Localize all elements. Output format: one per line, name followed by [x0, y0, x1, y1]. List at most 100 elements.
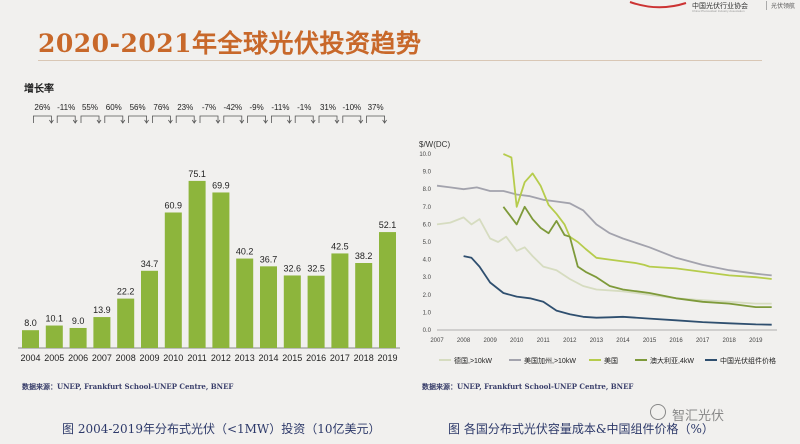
growth-rate-label: -9% — [249, 103, 263, 112]
growth-bracket — [80, 115, 100, 123]
bar-2017 — [331, 253, 349, 348]
y-tick-label: 7.0 — [423, 205, 432, 211]
series-line-us — [503, 153, 772, 280]
x-tick-label: 2019 — [377, 353, 397, 363]
legend-label: 美国 — [604, 356, 618, 365]
growth-arrow-icon — [358, 119, 364, 124]
bar-2006 — [69, 327, 87, 348]
x-tick-label: 2013 — [235, 353, 255, 363]
bar-value-label: 69.9 — [212, 180, 230, 190]
growth-rate-label: 31% — [320, 103, 336, 112]
cost-line-chart: $/W(DC) 0.0 1.0 2.0 3.0 4.0 5.0 6.0 7.0 8.0 9.0 10.… — [419, 140, 777, 365]
association-logo: 中国光伏行业协会 China Photovoltaic Industry Ass… — [628, 0, 800, 14]
bar-value-label: 8.0 — [24, 318, 37, 328]
growth-bracket — [366, 115, 385, 123]
bar-2015 — [283, 275, 301, 348]
x-tick-label: 2016 — [306, 353, 326, 363]
growth-rate-label: 23% — [177, 103, 193, 112]
growth-arrow-icon — [96, 119, 102, 124]
bar-2018 — [355, 263, 373, 348]
growth-rate-label: 增长率 — [24, 84, 54, 95]
x-tick-label: 2011 — [187, 353, 206, 363]
growth-bracket — [104, 115, 124, 123]
bar-2011 — [188, 180, 206, 348]
bar-value-label: 36.7 — [260, 254, 278, 264]
growth-bracket — [128, 115, 147, 123]
growth-rate-label: -11% — [57, 103, 75, 112]
x-tick-label: 2019 — [749, 338, 763, 344]
x-tick-label: 2015 — [282, 353, 302, 363]
x-tick-label: 2006 — [68, 353, 88, 363]
x-tick-label: 2011 — [537, 338, 551, 344]
growth-arrow-icon — [287, 119, 292, 124]
growth-rate-label: 37% — [368, 103, 384, 112]
x-tick-label: 2017 — [696, 338, 710, 344]
y-tick-label: 9.0 — [423, 170, 432, 176]
growth-rate-label: 60% — [106, 103, 122, 112]
slide-title: 2020-2021年全球光伏投资趋势 — [38, 29, 422, 58]
growth-rate-label: -1% — [297, 103, 311, 112]
watermark-text: 智汇光伏 — [672, 408, 725, 423]
x-tick-label: 2007 — [92, 353, 112, 363]
bar-value-label: 13.9 — [93, 305, 111, 315]
growth-arrow-icon — [239, 119, 245, 124]
x-tick-label: 2016 — [669, 338, 683, 344]
growth-bracket — [223, 115, 243, 123]
y-tick-label: 3.0 — [423, 275, 432, 281]
bar-2008 — [117, 298, 135, 348]
growth-bracket — [271, 115, 290, 123]
bar-2012 — [212, 192, 230, 348]
growth-bracket — [318, 115, 338, 123]
bar-value-label: 52.1 — [379, 220, 397, 230]
growth-bracket — [294, 115, 314, 123]
x-tick-label: 2008 — [116, 353, 136, 363]
growth-bracket — [33, 115, 52, 123]
bar-value-label: 22.2 — [117, 287, 135, 297]
x-tick-label: 2012 — [211, 353, 231, 363]
bar-2019 — [379, 232, 396, 348]
growth-arrow-icon — [382, 119, 387, 124]
growth-arrow-icon — [49, 119, 54, 124]
growth-arrow-icon — [215, 119, 221, 124]
x-tick-label: 2009 — [139, 353, 159, 363]
x-tick-label: 2007 — [430, 338, 444, 344]
y-tick-label: 2.0 — [423, 293, 432, 299]
x-tick-label: 2010 — [510, 338, 524, 344]
x-tick-label: 2010 — [163, 353, 183, 363]
growth-bracket — [199, 115, 219, 123]
growth-rate-label: 76% — [153, 103, 169, 112]
x-tick-label: 2008 — [457, 338, 471, 344]
growth-arrow-icon — [144, 119, 149, 124]
growth-arrow-icon — [72, 119, 78, 124]
x-tick-label: 2005 — [44, 353, 64, 363]
growth-bracket — [247, 115, 266, 123]
series-line-california — [436, 184, 772, 277]
bar-value-label: 10.1 — [46, 314, 64, 324]
x-tick-label: 2013 — [590, 338, 604, 344]
x-tick-label: 2015 — [643, 338, 657, 344]
growth-arrow-icon — [168, 119, 173, 124]
growth-bracket — [342, 115, 362, 123]
logo-slogan: 光伏领航 — [766, 1, 795, 10]
right-figure-caption: 图 各国分布式光伏容量成本&中国组件价格（%） — [448, 422, 714, 436]
legend-label: 美国加州,>10kW — [524, 356, 576, 365]
y-tick-label: 1.0 — [423, 310, 432, 316]
growth-arrow-icon — [310, 119, 316, 124]
x-tick-label: 2018 — [354, 353, 374, 363]
wechat-icon — [650, 404, 666, 420]
growth-bracket — [152, 115, 171, 123]
growth-arrow-icon — [263, 119, 268, 124]
legend-label: 澳大利亚,4kW — [650, 356, 694, 365]
growth-rate-label: 26% — [34, 103, 50, 112]
x-tick-label: 2018 — [723, 338, 737, 344]
logo-subtext: China Photovoltaic Industry Association — [692, 9, 745, 13]
bar-value-label: 40.2 — [236, 247, 254, 257]
growth-rate-label: -7% — [202, 103, 216, 112]
bar-value-label: 60.9 — [165, 200, 183, 210]
y-tick-label: 8.0 — [423, 187, 432, 193]
y-tick-label: 6.0 — [423, 222, 432, 228]
growth-bracket — [56, 115, 76, 123]
bar-value-label: 32.6 — [284, 263, 302, 273]
y-axis-unit: $/W(DC) — [419, 140, 450, 149]
x-tick-label: 2017 — [330, 353, 350, 363]
